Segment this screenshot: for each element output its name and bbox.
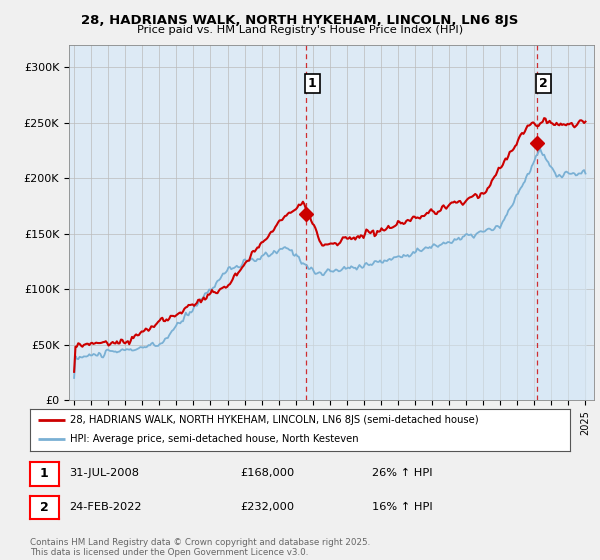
Text: 31-JUL-2008: 31-JUL-2008 [69,468,139,478]
Text: £168,000: £168,000 [240,468,294,478]
Text: HPI: Average price, semi-detached house, North Kesteven: HPI: Average price, semi-detached house,… [71,435,359,445]
Text: 28, HADRIANS WALK, NORTH HYKEHAM, LINCOLN, LN6 8JS (semi-detached house): 28, HADRIANS WALK, NORTH HYKEHAM, LINCOL… [71,415,479,425]
Text: 1: 1 [40,467,49,480]
Text: Price paid vs. HM Land Registry's House Price Index (HPI): Price paid vs. HM Land Registry's House … [137,25,463,35]
Text: 1: 1 [308,77,317,90]
Text: Contains HM Land Registry data © Crown copyright and database right 2025.
This d: Contains HM Land Registry data © Crown c… [30,538,370,557]
Text: 16% ↑ HPI: 16% ↑ HPI [372,502,433,512]
Text: 28, HADRIANS WALK, NORTH HYKEHAM, LINCOLN, LN6 8JS: 28, HADRIANS WALK, NORTH HYKEHAM, LINCOL… [82,14,518,27]
Text: 2: 2 [40,501,49,514]
Text: 24-FEB-2022: 24-FEB-2022 [69,502,142,512]
Text: £232,000: £232,000 [240,502,294,512]
Text: 26% ↑ HPI: 26% ↑ HPI [372,468,433,478]
Text: 2: 2 [539,77,548,90]
